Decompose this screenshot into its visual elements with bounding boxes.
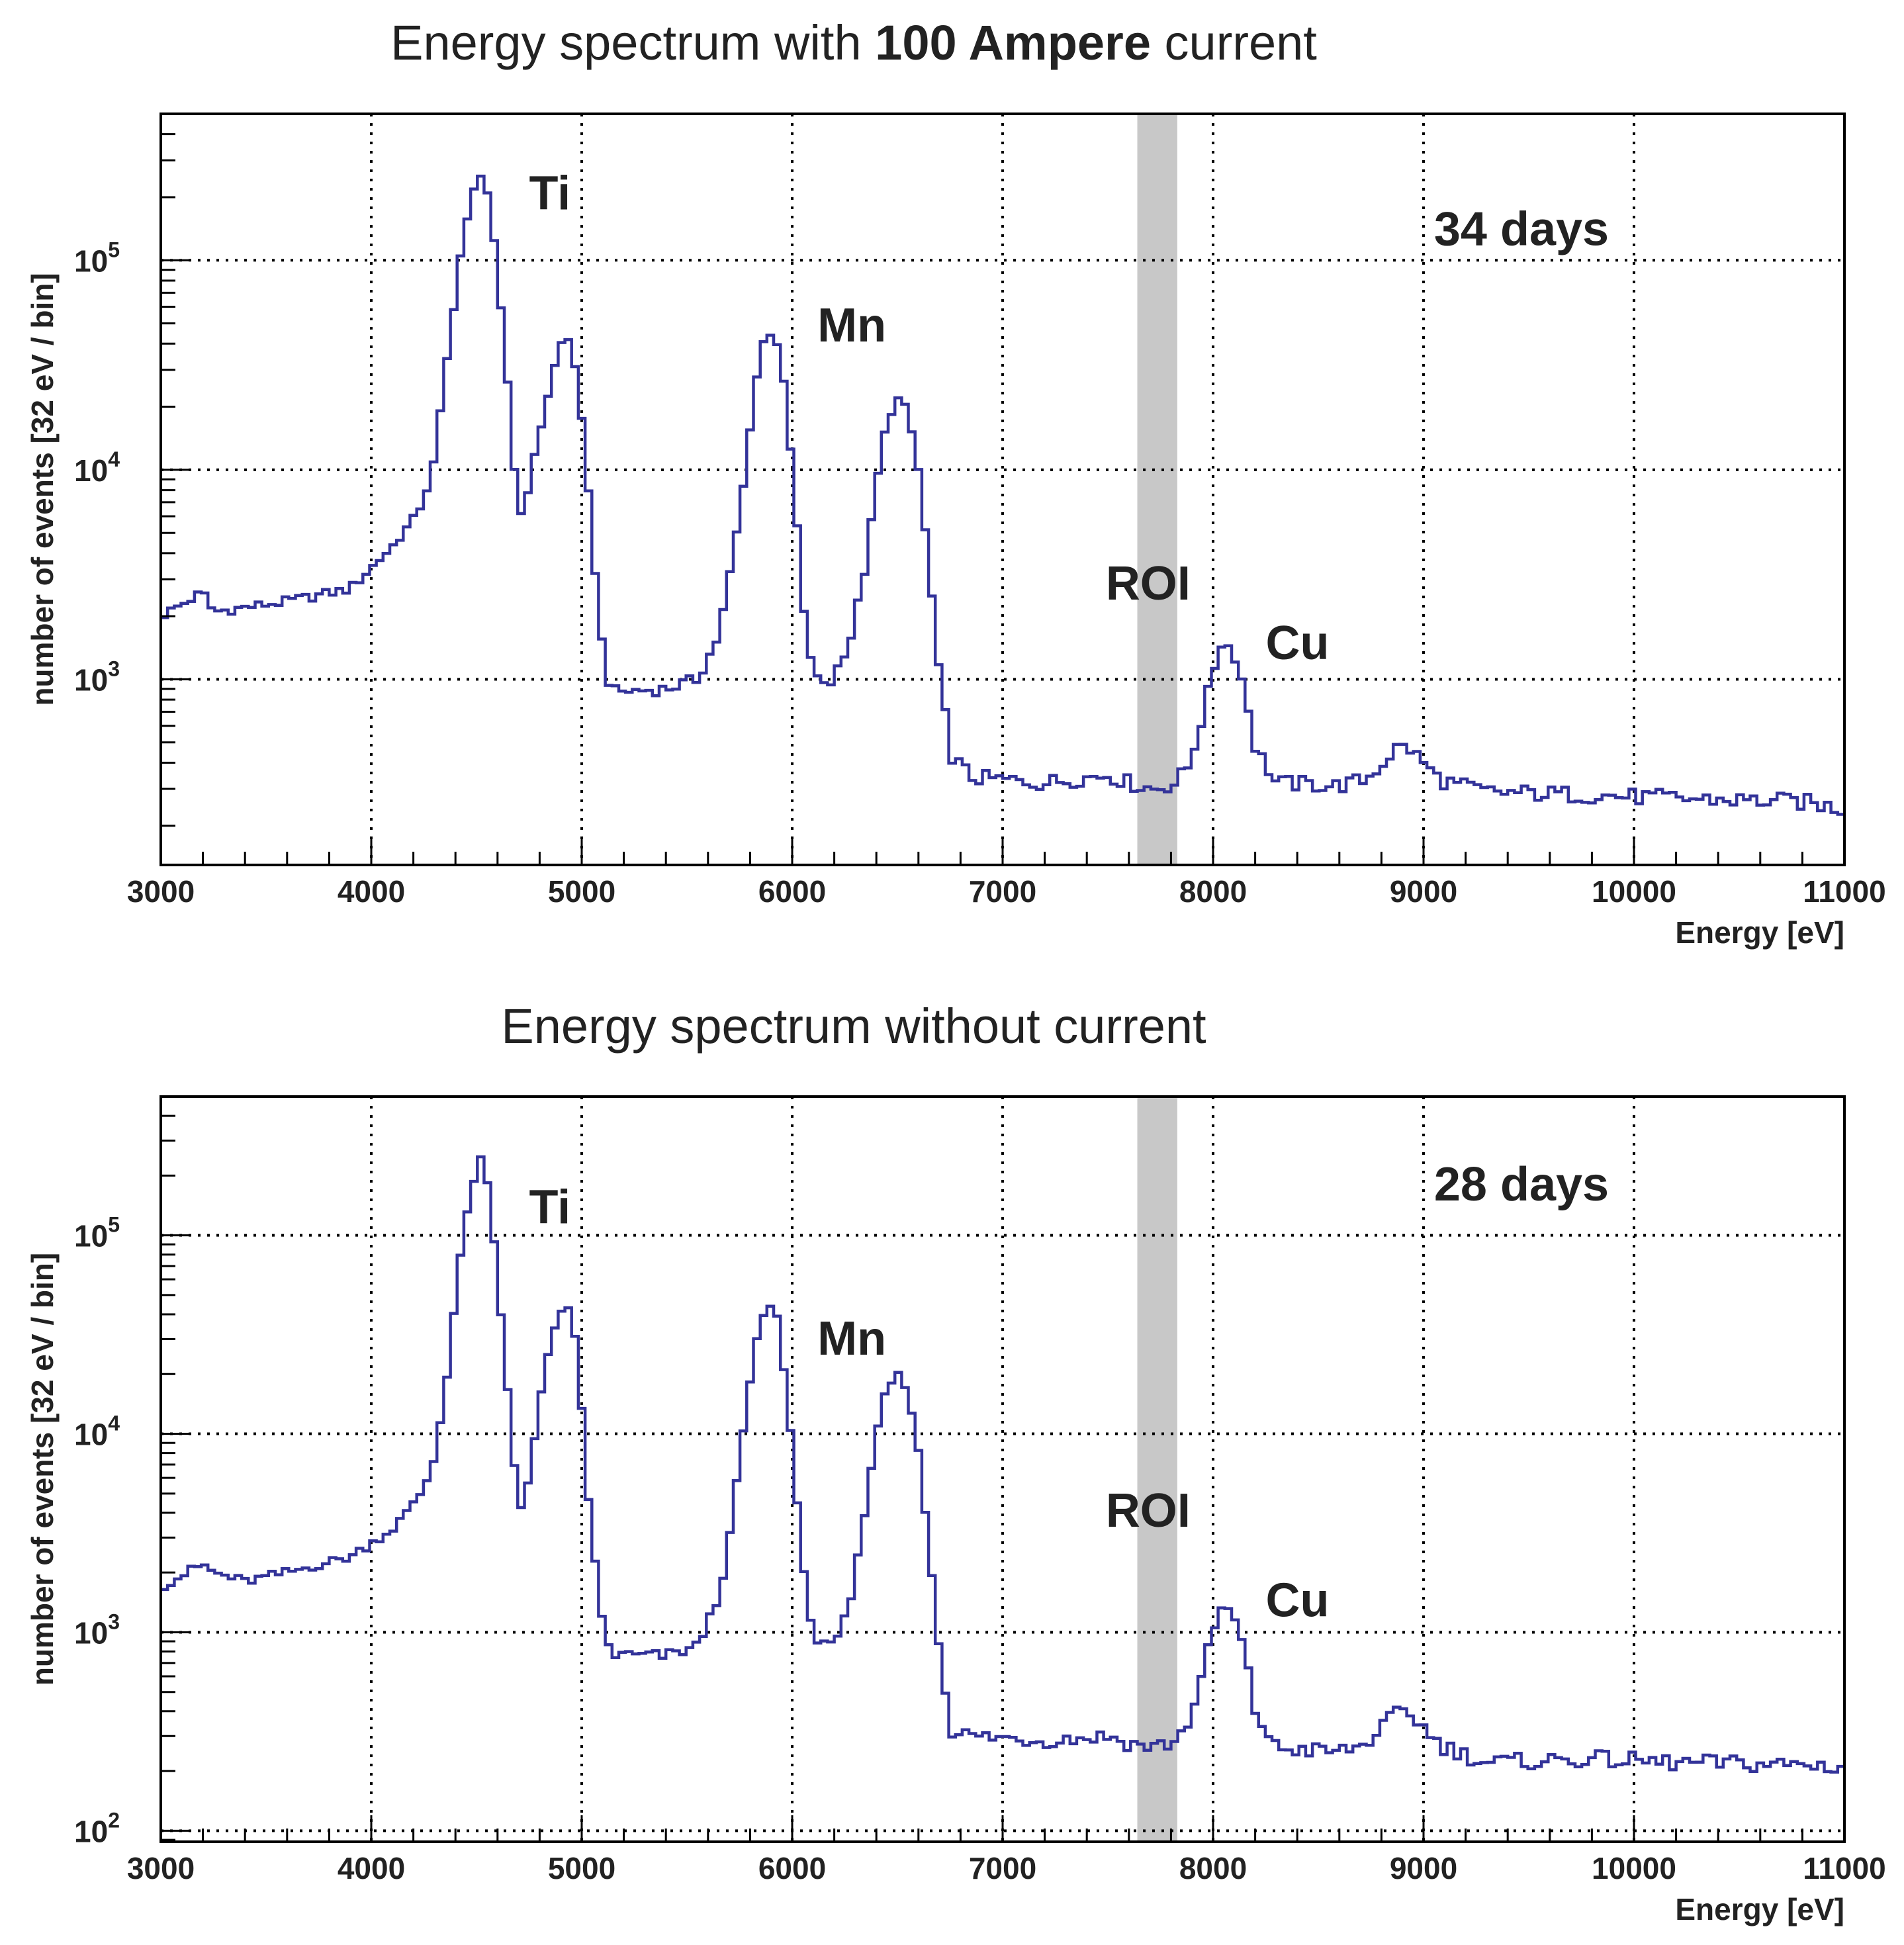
x-tick-labels: 3000 4000 5000 6000 7000 8000 9000 10000 11000 [127,874,1886,909]
grid [161,1097,1844,1842]
exposure-days-label: 28 days [1434,1158,1609,1211]
y-tick-label: 105 [74,238,120,278]
spectrum-panel-100-ampere: Energy spectrum with 100 Ampere current … [25,15,1886,950]
x-tick-label: 4000 [338,1851,405,1885]
y-tick-labels: 102 103 104 105 [74,1213,120,1849]
y-tick-label: 104 [74,1412,120,1452]
x-tick-label: 9000 [1390,1851,1457,1885]
peak-label-ti: Ti [529,167,571,220]
x-axis-label: Energy [eV] [1675,915,1844,950]
panel-title: Energy spectrum with 100 Ampere current [390,15,1317,70]
x-tick-label: 4000 [338,874,405,909]
peak-label-mn: Mn [817,299,886,352]
peak-label-mn: Mn [817,1312,886,1365]
plot-frame [159,1095,1846,1843]
spectrum-panel-no-current: Energy spectrum without current 3000 4000… [25,999,1886,1926]
x-tick-label: 3000 [127,874,195,909]
peak-label-ti: Ti [529,1181,571,1234]
x-tick-labels: 3000 4000 5000 6000 7000 8000 9000 10000 11000 [127,1851,1886,1885]
x-tick-label: 9000 [1390,874,1457,909]
histogram-series [161,1155,1844,1774]
peak-labels: Ti Mn Cu [529,1181,1330,1627]
x-tick-label: 7000 [969,874,1036,909]
y-tick-label: 103 [74,1609,120,1650]
y-tick-label: 104 [74,447,120,488]
peak-label-cu: Cu [1266,1574,1330,1627]
x-tick-label: 11000 [1803,874,1885,909]
y-tick-label: 102 [74,1808,120,1848]
x-tick-label: 7000 [969,1851,1036,1885]
x-tick-label: 5000 [548,1851,615,1885]
y-axis-label: number of events [32 eV / bin] [25,273,60,705]
histogram-series [161,174,1844,816]
exposure-days-label: 34 days [1434,203,1609,256]
x-tick-label: 8000 [1179,874,1247,909]
roi-band [1137,114,1177,865]
y-axis-label: number of events [32 eV / bin] [25,1253,60,1686]
grid [161,114,1844,865]
y-tick-label: 103 [74,656,120,697]
roi-band [1137,1097,1177,1842]
x-tick-label: 10000 [1592,1851,1676,1885]
y-tick-label: 105 [74,1213,120,1253]
x-tick-label: 6000 [758,1851,826,1885]
plot-frame [159,113,1846,866]
x-tick-label: 11000 [1803,1851,1885,1885]
x-tick-label: 8000 [1179,1851,1247,1885]
axis-ticks [159,1095,1846,1842]
x-axis-label: Energy [eV] [1675,1892,1844,1926]
panel-title: Energy spectrum without current [501,999,1206,1054]
x-tick-label: 3000 [127,1851,195,1885]
x-tick-label: 5000 [548,874,615,909]
roi-label: ROI [1106,1484,1191,1537]
roi-label: ROI [1106,557,1191,610]
peak-labels: Ti Mn Cu [529,167,1330,669]
x-tick-label: 10000 [1592,874,1676,909]
peak-label-cu: Cu [1266,617,1330,670]
axis-ticks [159,113,1846,865]
y-tick-labels: 103 104 105 [74,238,120,697]
x-tick-label: 6000 [758,874,826,909]
